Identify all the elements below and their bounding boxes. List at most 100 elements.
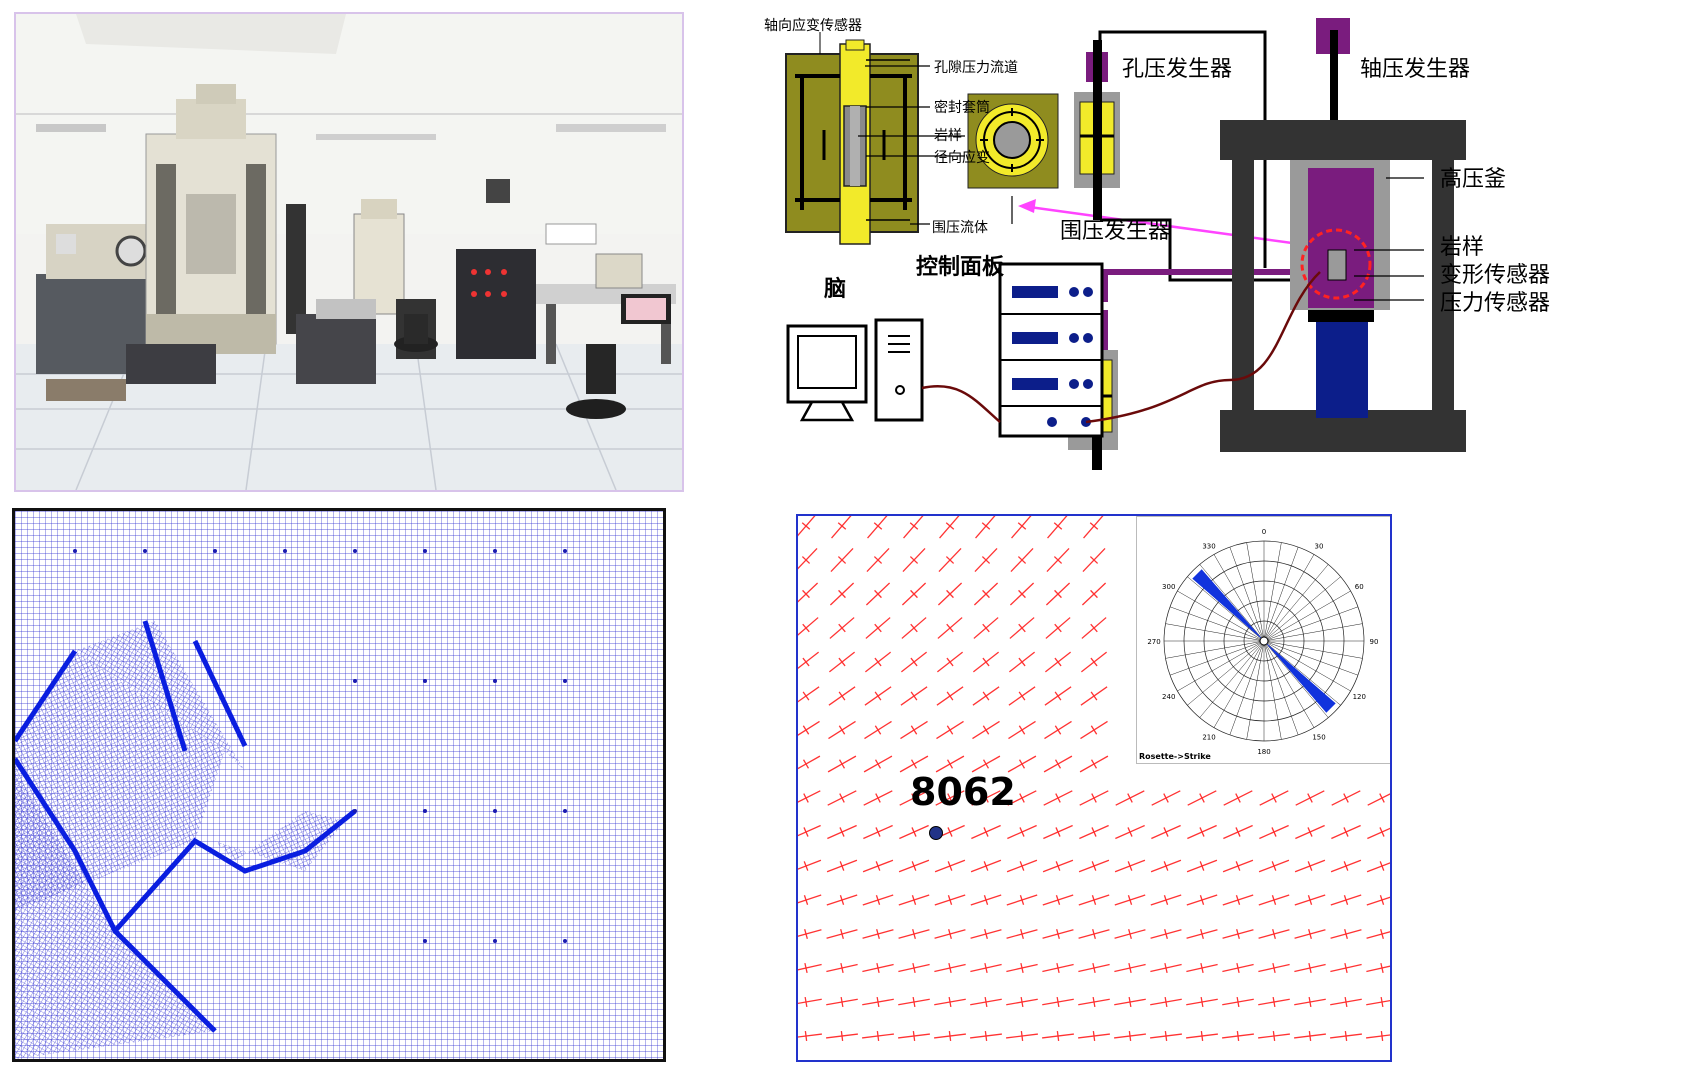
stress-tick	[798, 996, 822, 1008]
label-axial-strain-sensor: 轴向应变传感器	[764, 17, 862, 34]
stress-tick	[863, 790, 893, 806]
stress-tick	[1366, 929, 1390, 939]
main-press-drawing	[1220, 18, 1466, 452]
label-control-panel: 控制面板	[916, 254, 1005, 280]
stress-tick	[1330, 1030, 1362, 1042]
rose-spoke	[1263, 576, 1341, 642]
stress-tick	[901, 617, 927, 639]
stress-tick	[829, 617, 855, 639]
stress-tick	[1009, 582, 1035, 606]
stress-tick	[1187, 824, 1217, 840]
rose-spoke	[1263, 640, 1363, 659]
stress-tick	[898, 1030, 930, 1042]
stress-tick	[1186, 894, 1218, 906]
stress-tick	[936, 720, 964, 740]
stress-tick	[1186, 962, 1218, 974]
stress-tick	[798, 651, 820, 670]
rose-angle-label: 90	[1370, 638, 1379, 646]
stress-tick	[972, 720, 1000, 740]
rose-spoke	[1263, 640, 1351, 692]
stress-tick	[934, 894, 966, 906]
rose-spoke	[1263, 640, 1329, 718]
computer-drawing	[786, 318, 924, 422]
stress-tick	[1331, 790, 1361, 806]
rose-spoke	[1165, 623, 1265, 642]
stress-tick	[1186, 1030, 1218, 1042]
stress-tick	[1114, 962, 1146, 974]
stress-tick	[865, 582, 891, 606]
stress-tick	[934, 929, 966, 939]
stress-tick	[826, 1030, 858, 1042]
stress-tick	[1222, 962, 1254, 974]
stress-tick	[1006, 929, 1038, 939]
stress-tick	[898, 962, 930, 974]
stress-tick	[862, 894, 894, 906]
rose-spoke	[1169, 606, 1265, 642]
stress-tick	[1081, 617, 1107, 639]
stress-tick	[865, 617, 891, 639]
stress-tick	[826, 859, 858, 873]
stress-tick	[826, 962, 858, 974]
stress-tick	[1008, 720, 1036, 740]
stress-tick	[798, 755, 821, 770]
stress-tick	[798, 962, 822, 974]
stress-tick	[1042, 962, 1074, 974]
stress-tick	[1186, 859, 1218, 873]
rose-angle-label: 180	[1257, 748, 1270, 756]
stress-tick	[936, 686, 964, 706]
stress-tick	[828, 686, 856, 706]
stress-tick	[862, 859, 894, 873]
rose-angle-label: 60	[1355, 583, 1364, 591]
stress-tick	[1150, 996, 1182, 1008]
stress-tick	[1080, 651, 1108, 673]
stress-tick	[1078, 894, 1110, 906]
stress-tick	[1011, 516, 1032, 539]
rose-spoke	[1263, 640, 1359, 676]
stress-tick	[1008, 686, 1036, 706]
label-confining-pressure-generator: 围压发生器	[1060, 219, 1170, 244]
stress-tick	[1009, 617, 1035, 639]
stress-tick	[1186, 996, 1218, 1008]
stress-tick	[1006, 894, 1038, 906]
stress-tick	[1080, 720, 1108, 740]
label-rock-sample: 岩样	[1440, 235, 1484, 260]
stress-tick	[1044, 651, 1072, 673]
stress-tick	[864, 651, 892, 673]
stress-tick	[1114, 1030, 1146, 1042]
stress-tick	[1187, 790, 1217, 806]
stress-tick	[1222, 996, 1254, 1008]
rose-angle-label: 120	[1353, 693, 1366, 701]
stress-tick	[863, 755, 893, 773]
sample-cell-inset	[785, 32, 965, 245]
stress-tick	[1044, 686, 1072, 706]
stress-tick	[1258, 1030, 1290, 1042]
stress-tick	[1294, 996, 1326, 1008]
stress-tick	[1081, 582, 1107, 606]
rose-spoke	[1246, 640, 1265, 740]
stress-tick	[826, 894, 858, 906]
stress-tick	[1223, 790, 1253, 806]
stress-tick	[1330, 929, 1362, 939]
stress-tick	[1006, 962, 1038, 974]
stress-tick	[1007, 824, 1037, 840]
rose-spoke	[1229, 640, 1265, 736]
rose-petal	[1192, 569, 1264, 641]
stress-tick	[1259, 790, 1289, 806]
rose-angle-label: 30	[1315, 543, 1324, 551]
stress-tick	[798, 516, 816, 537]
stress-tick	[900, 651, 928, 673]
stress-tick	[1258, 859, 1290, 873]
stress-tick	[975, 516, 996, 539]
fault-mesh-model	[12, 508, 666, 1062]
stress-tick	[1294, 859, 1326, 873]
stress-tick	[1294, 962, 1326, 974]
stress-tick	[863, 824, 893, 840]
rose-spoke	[1263, 640, 1341, 706]
stress-tick	[1043, 790, 1073, 806]
stress-tick	[1330, 996, 1362, 1008]
stress-tick	[973, 582, 999, 606]
rose-spoke	[1263, 606, 1359, 642]
stress-tick	[1366, 996, 1390, 1008]
rose-spoke	[1177, 590, 1265, 642]
laboratory-photo-drawing	[16, 14, 682, 490]
